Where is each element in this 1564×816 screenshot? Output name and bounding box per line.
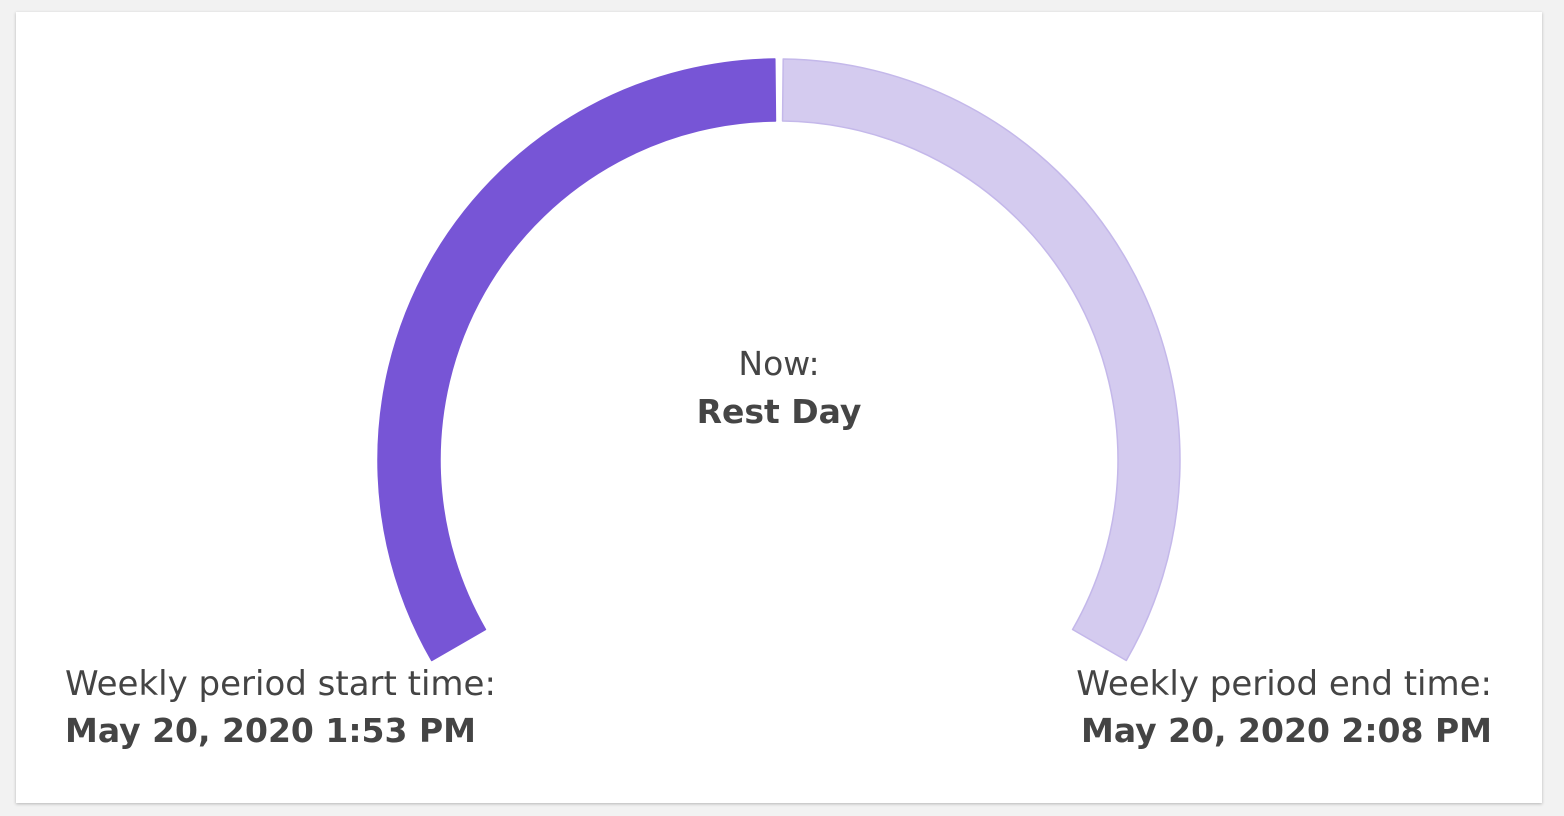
- period-start-value: May 20, 2020 1:53 PM: [65, 711, 476, 750]
- now-status-value: Rest Day: [696, 392, 862, 431]
- now-caption: Now:: [738, 344, 820, 383]
- period-start-caption: Weekly period start time:: [65, 664, 496, 704]
- period-end-block: Weekly period end time: May 20, 2020 2:0…: [1076, 662, 1492, 756]
- gauge-elapsed-arc: [377, 58, 777, 662]
- weekly-period-card: Now: Rest Day Weekly period start time: …: [16, 12, 1542, 803]
- period-start-block: Weekly period start time: May 20, 2020 1…: [65, 662, 496, 756]
- gauge-remaining-arc: [781, 58, 1181, 662]
- period-end-caption: Weekly period end time:: [1076, 664, 1492, 704]
- period-end-value: May 20, 2020 2:08 PM: [1081, 711, 1492, 750]
- period-progress-gauge: [377, 58, 1181, 662]
